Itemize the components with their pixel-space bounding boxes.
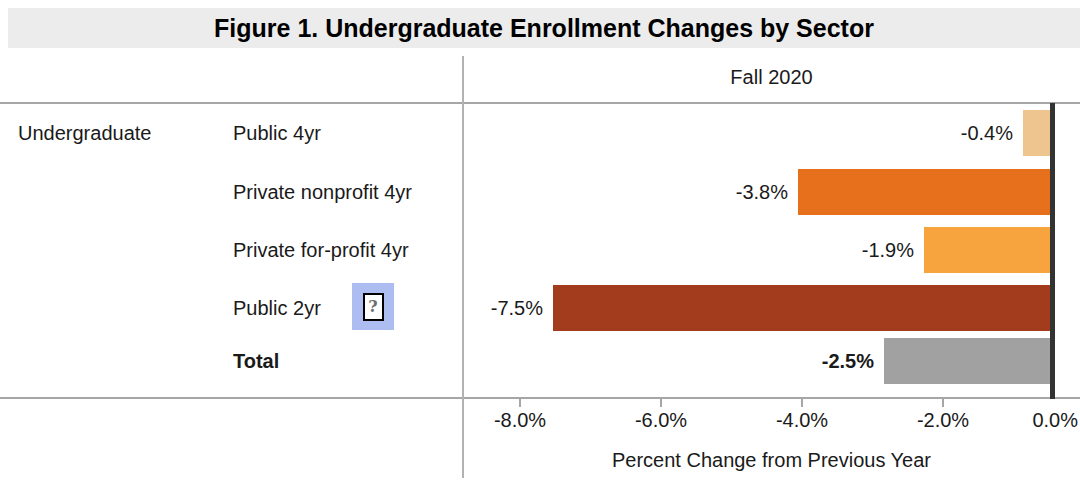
zero-axis-line bbox=[1050, 103, 1055, 399]
question-mark-glyph: ? bbox=[368, 299, 377, 315]
category-label-private-for-profit-4yr: Private for-profit 4yr bbox=[233, 227, 409, 273]
bar-value-label: -1.9% bbox=[862, 239, 914, 262]
bar-row-public-4yr: -0.4% bbox=[465, 110, 1050, 156]
group-label-undergraduate: Undergraduate bbox=[18, 110, 151, 156]
bar-row-private-nonprofit-4yr: -3.8% bbox=[465, 169, 1050, 215]
x-tick-mark bbox=[660, 397, 662, 407]
x-tick-label: -6.0% bbox=[616, 409, 706, 432]
bar-public-4yr bbox=[1023, 110, 1050, 156]
category-label-private-nonprofit-4yr: Private nonprofit 4yr bbox=[233, 169, 412, 215]
figure-title-bar: Figure 1. Undergraduate Enrollment Chang… bbox=[8, 8, 1080, 48]
bar-value-label: -0.4% bbox=[961, 122, 1013, 145]
figure-title: Figure 1. Undergraduate Enrollment Chang… bbox=[214, 14, 874, 43]
bar-value-label: -7.5% bbox=[491, 297, 543, 320]
bar-public-2yr bbox=[553, 285, 1050, 331]
top-rule-line bbox=[0, 102, 1080, 104]
category-label-total: Total bbox=[233, 338, 279, 384]
x-tick-label: -4.0% bbox=[757, 409, 847, 432]
x-tick-mark bbox=[801, 397, 803, 407]
bar-private-for-profit-4yr bbox=[924, 227, 1050, 273]
column-header: Fall 2020 bbox=[463, 66, 1080, 92]
x-tick-mark bbox=[519, 397, 521, 407]
x-axis-title: Percent Change from Previous Year bbox=[463, 449, 1080, 472]
bar-row-public-2yr: -7.5% bbox=[465, 285, 1050, 331]
bar-private-nonprofit-4yr bbox=[798, 169, 1050, 215]
vertical-divider-line bbox=[462, 56, 464, 478]
broken-image-inner-box: ? bbox=[363, 293, 384, 321]
broken-image-placeholder-icon[interactable]: ? bbox=[352, 283, 394, 330]
bar-value-label: -2.5% bbox=[822, 350, 874, 373]
x-tick-mark bbox=[942, 397, 944, 407]
x-tick-label: 0.0% bbox=[988, 409, 1078, 432]
figure-1-chart: Figure 1. Undergraduate Enrollment Chang… bbox=[0, 0, 1080, 489]
category-label-public-2yr: Public 2yr bbox=[233, 285, 321, 331]
category-label-public-4yr: Public 4yr bbox=[233, 110, 321, 156]
bar-row-private-for-profit-4yr: -1.9% bbox=[465, 227, 1050, 273]
bottom-rule-line bbox=[0, 397, 1080, 399]
bar-value-label: -3.8% bbox=[736, 181, 788, 204]
bar-total bbox=[884, 338, 1050, 384]
bar-row-total: -2.5% bbox=[465, 338, 1050, 384]
x-tick-label: -8.0% bbox=[475, 409, 565, 432]
x-tick-label: -2.0% bbox=[898, 409, 988, 432]
